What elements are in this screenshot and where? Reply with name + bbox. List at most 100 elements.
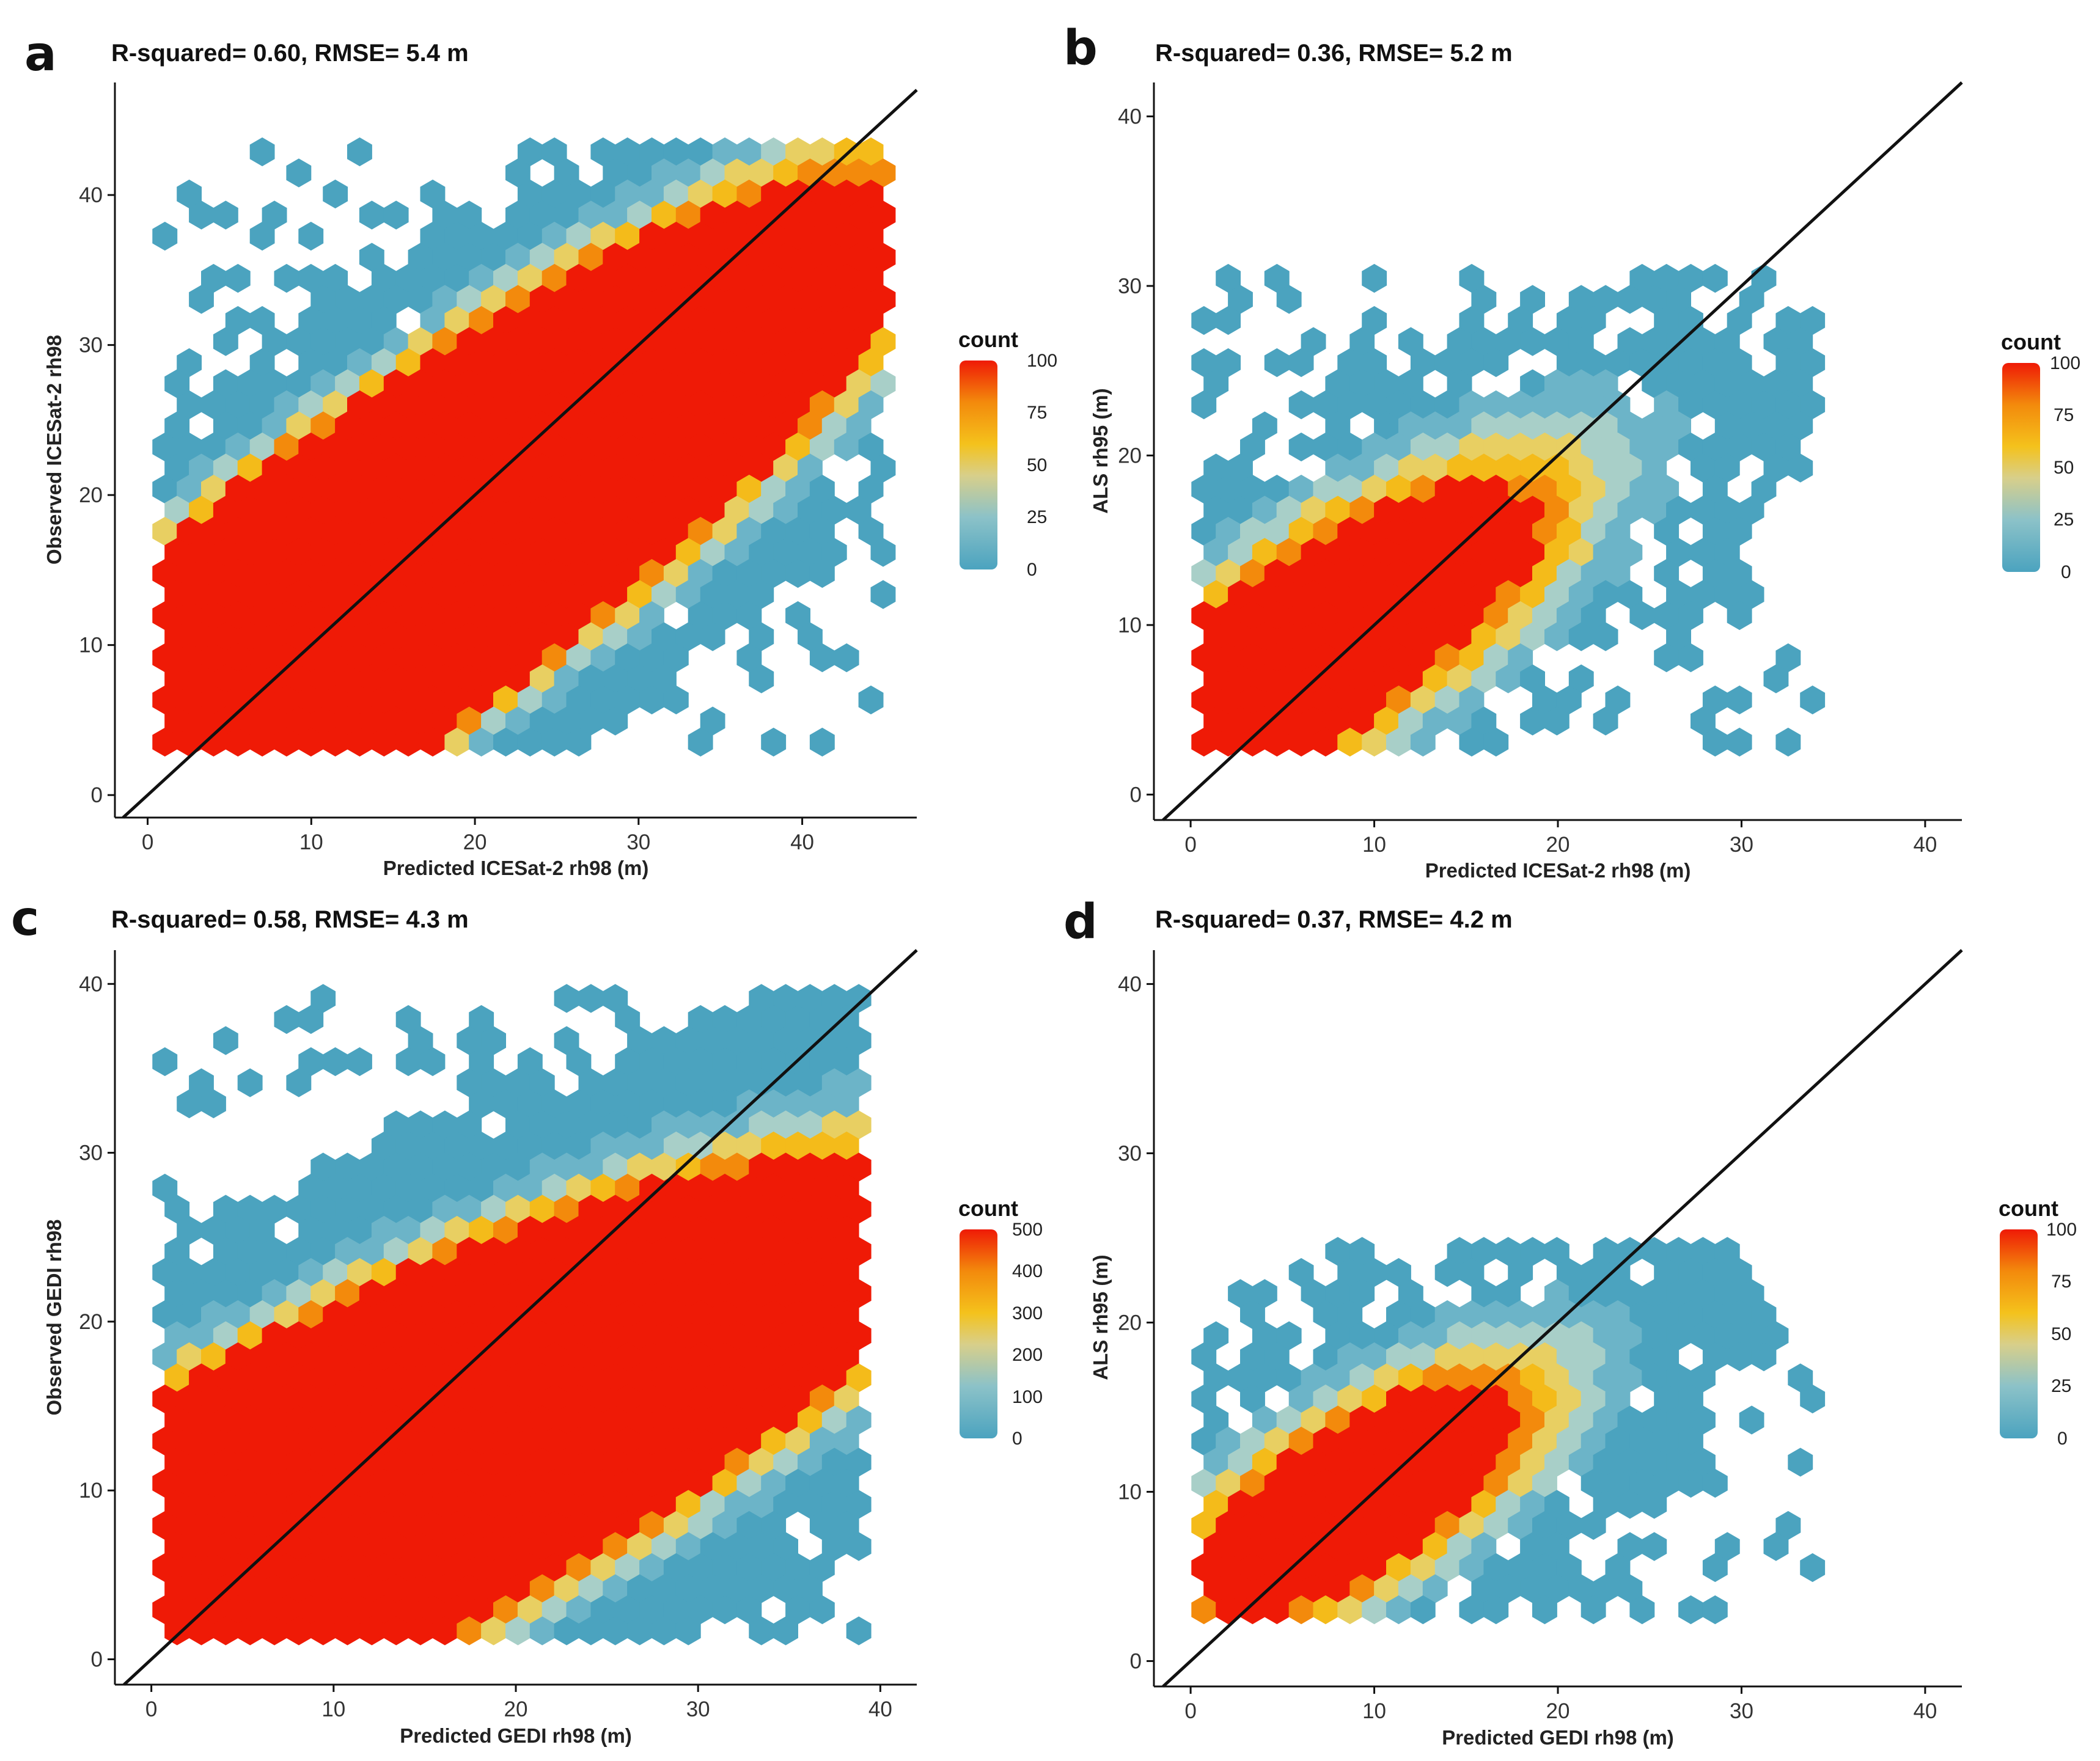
- hexbin-cell: [834, 1342, 859, 1372]
- hexbin-cell: [1434, 643, 1460, 673]
- hexbin-cell: [1775, 348, 1801, 378]
- x-tick-label: 30: [686, 1697, 710, 1721]
- hexbin-cell: [1691, 1237, 1716, 1266]
- reference-line-1to1: [1162, 949, 1963, 1688]
- hexbin-cell: [615, 1553, 641, 1583]
- hexbin-cell: [323, 1595, 348, 1625]
- hexbin-cell: [700, 1321, 725, 1350]
- hexbin-cell: [335, 622, 360, 651]
- hexbin-cell: [736, 474, 762, 504]
- hexbin-cell: [1556, 1510, 1582, 1540]
- hexbin-cell: [554, 1279, 579, 1308]
- hexbin-cell: [505, 664, 531, 694]
- hexbin-cell: [1422, 580, 1448, 609]
- hexbin-cell: [542, 601, 567, 631]
- hexbin-cell: [1288, 1426, 1314, 1456]
- hexbin-cell: [688, 516, 713, 546]
- hexbin-cell: [359, 243, 384, 272]
- hexbin-cell: [663, 1258, 689, 1287]
- hexbin-cell: [652, 285, 677, 314]
- hexbin-cell: [1386, 727, 1411, 757]
- hexbin-cell: [249, 685, 275, 715]
- hexbin-cell: [1459, 263, 1485, 293]
- hexbin-cell: [481, 1237, 506, 1266]
- hexbin-cell: [383, 1279, 409, 1308]
- hexbin-cell: [310, 1279, 336, 1308]
- hexbin-cell: [1678, 432, 1703, 462]
- hexbin-cell: [639, 685, 664, 715]
- hexbin-cell: [517, 1595, 543, 1625]
- hexbin-cell: [505, 538, 531, 567]
- hexbin-cell: [1581, 390, 1606, 420]
- hexbin-cell: [554, 453, 579, 483]
- hexbin-cell: [809, 1173, 835, 1203]
- hexbin-cell: [675, 411, 701, 441]
- hexbin-cell: [1434, 1384, 1460, 1414]
- hexbin-cell: [652, 1363, 677, 1393]
- hexbin-cell: [1471, 1574, 1497, 1603]
- hexbin-cell: [615, 1258, 641, 1287]
- hexbin-cell: [809, 263, 835, 293]
- hexbin-cell: [554, 706, 579, 736]
- hexbin-cell: [1678, 1426, 1703, 1456]
- hexbin-cell: [347, 558, 372, 588]
- hexbin-cell: [1471, 538, 1497, 567]
- hexbin-cell: [1617, 327, 1643, 356]
- hexbin-cell: [700, 1574, 725, 1603]
- hexbin-cell: [1276, 1363, 1302, 1393]
- hexbin-cell: [505, 1321, 531, 1350]
- hexbin-cell: [493, 1258, 518, 1287]
- hexbin-cell: [639, 137, 664, 167]
- hexbin-cell: [1459, 601, 1485, 631]
- hexbin-cell: [1386, 432, 1411, 462]
- legend-tick-label: 0: [1027, 560, 1037, 580]
- hexbin-cell: [1605, 685, 1631, 715]
- hexbin-cell: [1800, 685, 1826, 715]
- hexbin-cell: [773, 1237, 798, 1266]
- hexbin-cell: [1447, 580, 1472, 609]
- hexbin-cell: [1496, 1237, 1521, 1266]
- hexbin-cell: [310, 706, 336, 736]
- hexbin-cell: [615, 1595, 641, 1625]
- hexbin-cell: [1362, 263, 1387, 293]
- y-tick-label: 0: [1130, 1649, 1142, 1673]
- y-tick-label: 0: [1130, 783, 1142, 807]
- hexbin-cell: [1593, 538, 1618, 567]
- hexbin-cell: [749, 1237, 774, 1266]
- hexbin-cell: [1349, 538, 1375, 567]
- hexbin-cell: [773, 984, 798, 1013]
- hexbin-cell: [249, 221, 275, 251]
- hexbin-cell: [1763, 1532, 1789, 1561]
- hexbin-cell: [652, 1574, 677, 1603]
- hexbin-cell: [517, 306, 543, 335]
- hexbin-cell: [517, 474, 543, 504]
- hexbin-cell: [652, 327, 677, 356]
- hexbin-cell: [1714, 1532, 1740, 1561]
- hexbin-cell: [1398, 1279, 1423, 1308]
- hexbin-cell: [846, 1195, 872, 1224]
- hexbin-cell: [359, 285, 384, 314]
- panel-title-a: R-squared= 0.60, RMSE= 5.4 m: [111, 40, 469, 67]
- hexbin-cell: [481, 411, 506, 441]
- hexbin-cell: [286, 1405, 312, 1435]
- hexbin-cell: [347, 516, 372, 546]
- hexbin-cell: [1581, 474, 1606, 504]
- hexbin-cell: [1702, 558, 1728, 588]
- hexbin-cell: [1702, 263, 1728, 293]
- hexbin-cell: [1313, 1553, 1338, 1583]
- hexbin-cell: [675, 1110, 701, 1140]
- hexbin-cell: [761, 1005, 787, 1034]
- legend-tick-label: 100: [1027, 351, 1057, 371]
- hexbin-cell: [1422, 1574, 1448, 1603]
- hexbin-cell: [834, 1005, 859, 1034]
- hexbin-cell: [798, 1490, 823, 1519]
- hexbin-cell: [164, 1363, 190, 1393]
- hexbin-cell: [249, 1342, 275, 1372]
- hexbin-cell: [457, 1616, 482, 1646]
- hexbin-cell: [505, 1448, 531, 1477]
- hexbin-cell: [1422, 706, 1448, 736]
- hexbin-cell: [858, 306, 884, 335]
- hexbin-cell: [798, 984, 823, 1013]
- hexbin-cell: [323, 348, 348, 378]
- hexbin-cell: [420, 474, 446, 504]
